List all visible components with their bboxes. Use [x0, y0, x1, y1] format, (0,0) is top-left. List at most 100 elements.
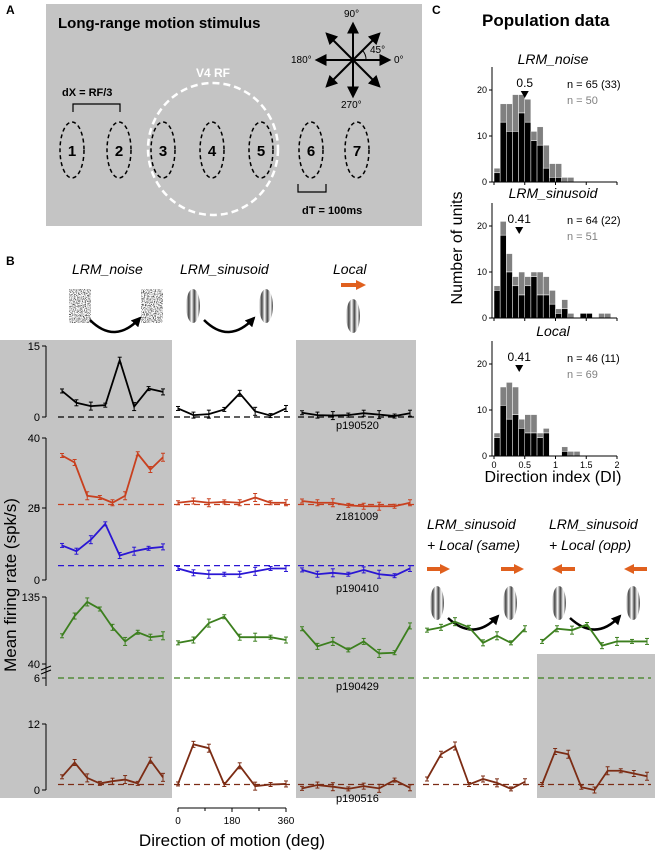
dir-0-label: 0° [394, 55, 404, 66]
unit-id-label: z181009 [336, 511, 378, 523]
bar-sig [499, 234, 507, 319]
bar-sig [549, 303, 556, 319]
stim-position-label: 6 [307, 143, 315, 160]
bar-nonsig [561, 299, 569, 310]
bar-sig [518, 294, 525, 319]
unit-id-label: p190410 [336, 583, 379, 595]
y-tick-label: 0 [482, 451, 487, 461]
bar-nonsig [530, 271, 538, 277]
x-tick-0: 0 [175, 816, 181, 827]
legend-significant: n = 65 (33) [567, 79, 621, 91]
bar-nonsig [524, 414, 532, 434]
histogram-0: LRM_noise 0 10 20 0.5 n = 65 (33) n = 50 [477, 51, 621, 187]
y-tick-label: 20 [477, 85, 487, 95]
stimulus-title: Long-range motion stimulus [58, 15, 261, 32]
y-tick-label-top: 25 [28, 503, 40, 515]
bar-sig [493, 290, 501, 319]
axis-break [40, 669, 52, 675]
bar-nonsig [542, 276, 550, 296]
y-tick-label: 10 [477, 267, 487, 277]
bar-sig [506, 131, 513, 183]
bar-nonsig [542, 428, 550, 434]
axis-break [40, 665, 52, 671]
v4-rf-label: V4 RF [196, 66, 230, 80]
bar-sig [530, 276, 538, 319]
sinusoid-stimulus-icon [186, 289, 273, 334]
bar-sig [512, 414, 519, 457]
bar-nonsig [524, 98, 532, 123]
median-marker [515, 227, 524, 234]
bar-nonsig [493, 432, 501, 438]
unit-id-label: p190520 [336, 420, 379, 432]
bar-nonsig [567, 451, 575, 457]
legend-significant: n = 46 (11) [567, 353, 620, 365]
stim-position-label: 7 [353, 143, 361, 160]
unit-id-label: p190429 [336, 681, 379, 693]
bar-nonsig [598, 313, 605, 319]
panel-b-label: B [6, 254, 15, 268]
y-tick-label: 10 [477, 405, 487, 415]
panel-a-label: A [6, 3, 15, 17]
bar-nonsig [549, 290, 556, 305]
y-tick-label-top: 135 [22, 592, 40, 604]
curve-lrm_sinusoid_local_same [426, 744, 526, 790]
unit-p190429: 135 40 6 p190429 [22, 592, 651, 693]
dir-90-label: 90° [344, 9, 359, 20]
header-lrm-sinusoid: LRM_sinusoid [180, 261, 270, 277]
curve-local [301, 779, 411, 790]
histogram-1: LRM_sinusoid 0 10 20 0.41 n = 64 (22) n = 51 [477, 185, 621, 323]
unit-p190520: 15 0 p190520 [28, 341, 414, 432]
y-tick-label-top: 15 [28, 341, 40, 353]
bar-nonsig [518, 94, 525, 114]
y-tick-label: 0 [482, 177, 487, 187]
bar-sig [536, 437, 544, 457]
same-stimulus-icon [427, 564, 524, 631]
bar-sig [518, 112, 525, 183]
dx-label: dX = RF/3 [62, 87, 112, 99]
unit-id-label: p190516 [336, 793, 379, 805]
y-tick-label-top: 40 [28, 433, 40, 445]
header-opp-line1: LRM_sinusoid [549, 516, 639, 532]
opp-stimulus-icon [552, 564, 647, 631]
bar-nonsig [530, 131, 538, 141]
unit-p190516: 12 0 p190516 [28, 719, 651, 805]
bar-nonsig [536, 432, 544, 438]
x-tick-180: 180 [224, 816, 241, 827]
median-label: 0.41 [508, 212, 532, 226]
bar-nonsig [604, 313, 612, 319]
x-tick-label: 1.5 [580, 460, 593, 470]
local-stimulus-icon [341, 280, 366, 333]
median-label: 0.41 [508, 350, 532, 364]
bar-sig [579, 313, 587, 319]
y-tick-label: 10 [477, 131, 487, 141]
histogram-title: Local [536, 323, 570, 339]
bar-nonsig [567, 177, 575, 183]
bar-nonsig [506, 103, 513, 132]
bar-nonsig [567, 313, 575, 319]
panel-b-ylabel: Mean firing rate (spk/s) [1, 498, 20, 672]
bar-nonsig [506, 382, 513, 420]
header-opp-line2: + Local (opp) [549, 537, 631, 553]
header-lrm-noise: LRM_noise [72, 261, 143, 277]
bar-sig [493, 437, 501, 457]
bar-nonsig [512, 276, 519, 287]
population-title: Population data [482, 11, 610, 30]
bar-nonsig [555, 163, 562, 178]
x-tick-label: 2 [614, 460, 619, 470]
stim-position-2 [106, 121, 132, 179]
bar-sig [512, 131, 519, 183]
unit-z181009: 40 0 z181009 [28, 433, 414, 523]
panel-c-ylabel: Number of units [449, 192, 466, 305]
bar-nonsig [536, 126, 544, 146]
y-tick-label-bottom: 0 [34, 412, 40, 424]
bar-nonsig [518, 271, 525, 296]
stim-position-4 [199, 121, 225, 179]
legend-nonsignificant: n = 50 [567, 95, 598, 107]
curve-lrm_sinusoid_local_same [426, 620, 526, 644]
panel-c-xlabel: Direction index (DI) [485, 469, 622, 486]
opp-column-shade [537, 654, 655, 798]
dx-bracket [72, 103, 121, 112]
bar-nonsig [493, 167, 501, 174]
curve-lrm_sinusoid_local_opp [541, 623, 647, 647]
